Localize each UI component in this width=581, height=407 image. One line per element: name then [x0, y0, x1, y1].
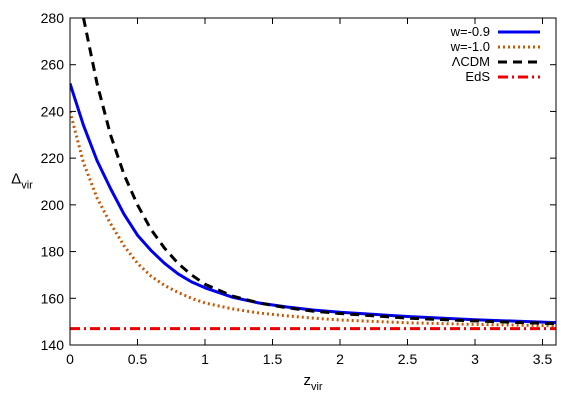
y-tick-label: 280: [41, 10, 65, 26]
legend-label-2: ΛCDM: [452, 54, 490, 69]
y-axis-title-sub: vir: [21, 180, 33, 192]
y-tick-label: 160: [41, 290, 65, 306]
x-axis-title-main: z: [303, 372, 311, 389]
series-line-0: [70, 82, 556, 325]
legend-label-3: EdS: [465, 69, 490, 84]
y-axis-title: Δvir: [11, 171, 33, 192]
y-tick-label: 140: [41, 337, 65, 353]
tick-labels: 0 0.5 1 1.5 2 2.5 3 3.5 140 160 180 200 220 240 260 280: [41, 10, 553, 367]
x-axis-title-sub: vir: [311, 381, 323, 393]
y-tick-label: 220: [41, 150, 65, 166]
plot-frame: [69, 17, 557, 346]
x-tick-label: 1.5: [263, 351, 283, 367]
axis-ticks: [69, 17, 556, 346]
x-tick-label: 3.5: [533, 351, 553, 367]
series-line-2: [82, 18, 556, 325]
plot-lines: [70, 18, 556, 331]
series-line-1: [70, 111, 556, 328]
x-tick-label: 3: [471, 351, 479, 367]
legend-label-0: w=-0.9: [450, 24, 490, 39]
y-axis-title-main: Δ: [11, 171, 21, 188]
y-tick-label: 240: [41, 103, 65, 119]
x-tick-label: 0.5: [128, 351, 148, 367]
x-tick-label: 0: [66, 351, 74, 367]
y-tick-label: 260: [41, 57, 65, 73]
y-tick-label: 200: [41, 197, 65, 213]
legend-label-1: w=-1.0: [450, 39, 490, 54]
x-tick-label: 1: [201, 351, 209, 367]
x-tick-label: 2: [336, 351, 344, 367]
y-tick-label: 180: [41, 244, 65, 260]
x-axis-title: zvir: [303, 372, 322, 393]
x-tick-label: 2.5: [398, 351, 418, 367]
